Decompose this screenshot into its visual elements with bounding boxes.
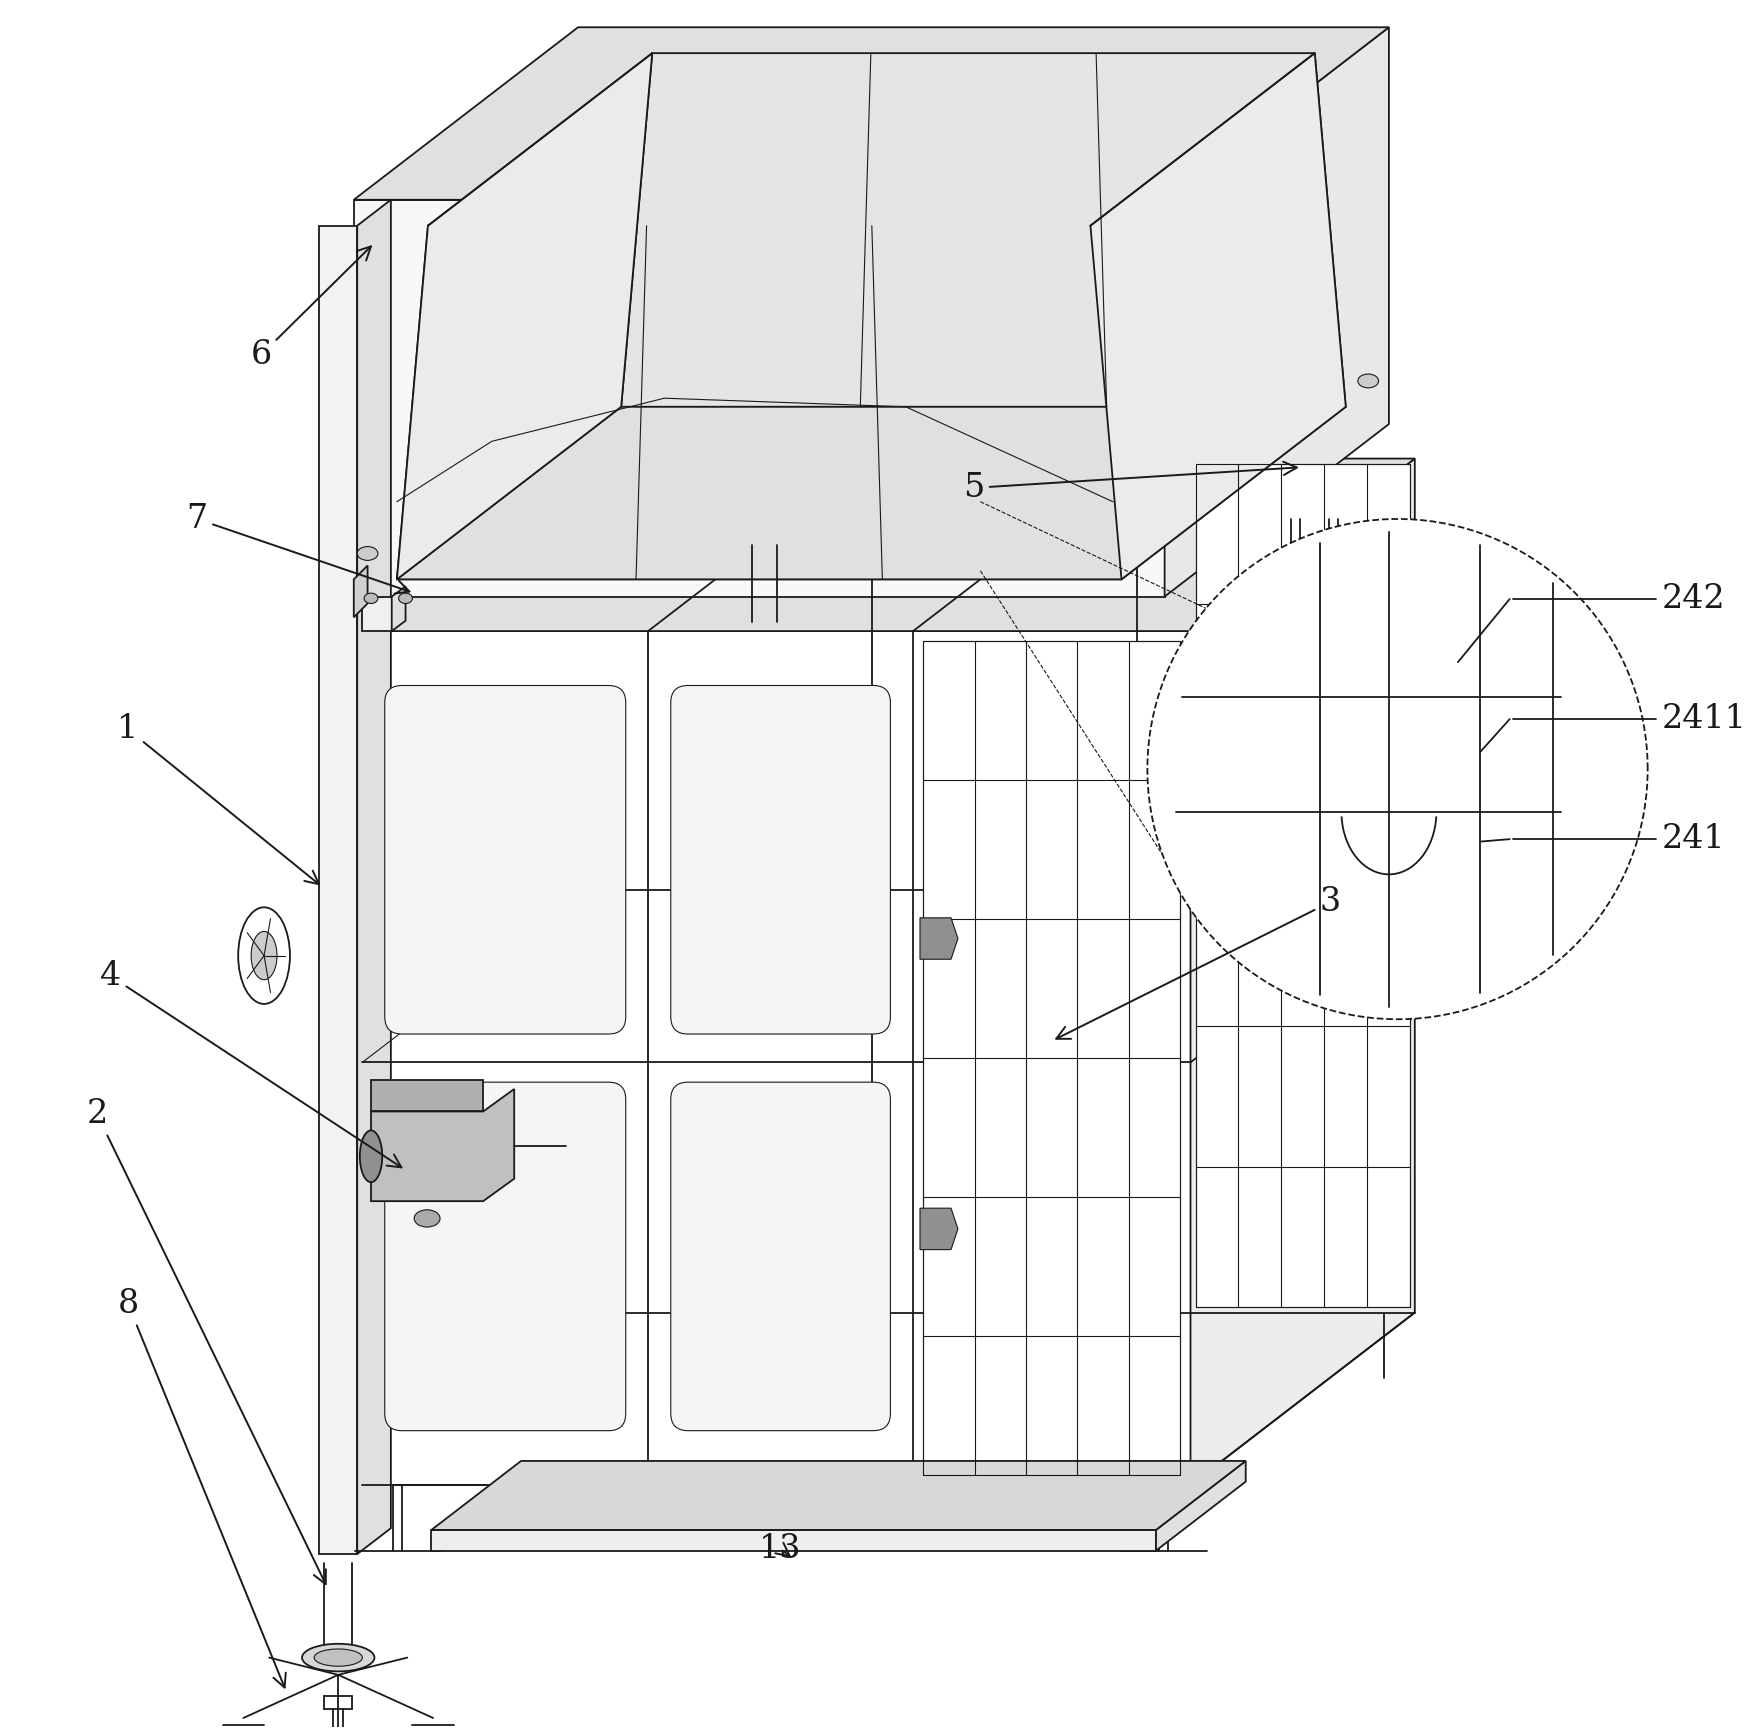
Circle shape — [1147, 518, 1648, 1020]
Ellipse shape — [250, 931, 277, 980]
Polygon shape — [397, 406, 1346, 579]
Polygon shape — [362, 631, 1191, 1484]
Polygon shape — [1191, 458, 1415, 1484]
Ellipse shape — [415, 1210, 439, 1227]
Polygon shape — [397, 226, 1122, 579]
Text: 8: 8 — [118, 1287, 286, 1688]
Polygon shape — [392, 586, 406, 631]
Polygon shape — [355, 200, 1164, 596]
Polygon shape — [1196, 463, 1409, 1308]
Polygon shape — [362, 458, 1415, 631]
Polygon shape — [432, 1529, 1155, 1550]
Polygon shape — [355, 28, 1388, 200]
Polygon shape — [921, 918, 958, 959]
Ellipse shape — [238, 907, 289, 1004]
Polygon shape — [355, 565, 367, 617]
FancyBboxPatch shape — [385, 686, 626, 1033]
Ellipse shape — [358, 546, 377, 560]
Text: 4: 4 — [101, 961, 402, 1168]
FancyBboxPatch shape — [670, 1082, 891, 1431]
Polygon shape — [1090, 54, 1346, 579]
Polygon shape — [432, 1460, 1245, 1529]
Polygon shape — [397, 54, 653, 579]
Ellipse shape — [302, 1643, 374, 1671]
Ellipse shape — [399, 593, 413, 603]
Ellipse shape — [1358, 373, 1378, 387]
Text: 7: 7 — [187, 503, 409, 593]
Polygon shape — [921, 1208, 958, 1249]
Text: 2411: 2411 — [1662, 703, 1746, 734]
Text: 241: 241 — [1662, 823, 1725, 855]
FancyBboxPatch shape — [670, 686, 891, 1033]
Polygon shape — [358, 200, 392, 1553]
Polygon shape — [319, 226, 358, 1553]
Polygon shape — [362, 596, 392, 631]
Polygon shape — [370, 1080, 483, 1111]
Text: 2: 2 — [86, 1099, 326, 1585]
Polygon shape — [621, 54, 1346, 406]
Text: 13: 13 — [759, 1533, 801, 1566]
Text: 242: 242 — [1662, 582, 1725, 615]
Polygon shape — [923, 641, 1180, 1474]
Polygon shape — [370, 1089, 515, 1201]
Polygon shape — [1155, 1460, 1245, 1550]
Ellipse shape — [314, 1649, 362, 1666]
Text: 5: 5 — [963, 461, 1297, 505]
Text: 3: 3 — [1057, 886, 1341, 1039]
Text: 6: 6 — [250, 247, 370, 372]
FancyBboxPatch shape — [385, 1082, 626, 1431]
Ellipse shape — [360, 1130, 383, 1182]
Polygon shape — [1164, 28, 1388, 596]
Text: 1: 1 — [118, 714, 319, 885]
Ellipse shape — [363, 593, 377, 603]
